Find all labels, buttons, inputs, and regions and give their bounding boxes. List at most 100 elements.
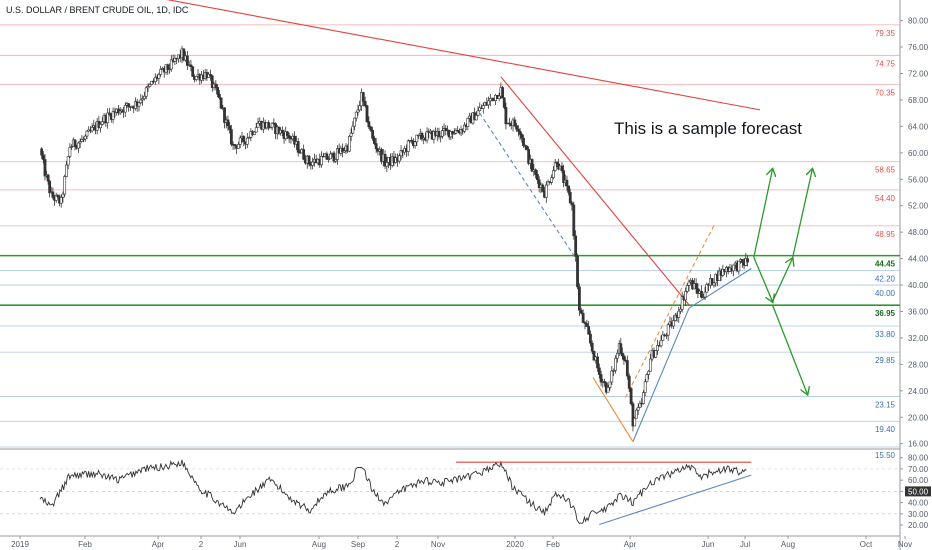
time-tick-label: Apr	[152, 540, 165, 549]
candle-body	[348, 136, 351, 152]
candle-body	[684, 291, 687, 301]
candle-body	[51, 191, 55, 198]
level-label: 54.40	[875, 194, 896, 203]
rsi-trendline	[599, 474, 752, 525]
candle-body	[413, 141, 417, 146]
forecast-arrow	[791, 169, 812, 259]
candle-body	[332, 152, 336, 162]
candle-body	[63, 176, 67, 195]
candle-body	[687, 281, 691, 286]
candle-body	[481, 105, 485, 109]
candle-body	[385, 162, 389, 167]
candle-body	[194, 76, 198, 80]
candle-body	[603, 381, 606, 384]
candle-body	[106, 112, 110, 124]
candle-body	[334, 159, 338, 162]
price-tick-label: 56.00	[908, 175, 929, 184]
candle-body	[56, 194, 60, 198]
rsi-tick-label: 70.00	[908, 465, 929, 474]
candle-body	[242, 136, 246, 143]
candle-body	[615, 352, 619, 359]
price-tick-label: 16.00	[908, 440, 929, 449]
candle-body	[537, 179, 541, 188]
candle-body	[560, 165, 564, 171]
time-tick-label: 2019	[11, 540, 29, 549]
candle-body	[619, 343, 623, 354]
forecast-annotation: This is a sample forecast	[614, 119, 802, 138]
candle-body	[502, 97, 506, 108]
level-label: 33.80	[875, 330, 896, 339]
trendline	[166, 0, 761, 111]
candle-body	[397, 155, 401, 162]
time-tick-label: Nov	[431, 540, 445, 549]
candle-body	[705, 284, 709, 293]
candle-body	[302, 149, 306, 160]
candle-body	[141, 98, 145, 101]
level-label: 40.00	[875, 289, 896, 298]
price-tick-label: 24.00	[908, 387, 929, 396]
candle-body	[415, 134, 419, 143]
candle-body	[661, 334, 665, 341]
candle-body	[721, 268, 725, 276]
trendline	[592, 377, 634, 443]
candle-body	[228, 125, 232, 130]
candle-body	[245, 137, 249, 145]
candle-body	[137, 102, 141, 107]
rsi-tick-label: 40.00	[908, 499, 929, 508]
candle-body	[677, 310, 681, 318]
candle-body	[417, 134, 420, 137]
candle-body	[139, 99, 143, 104]
candle-body	[371, 129, 375, 139]
candle-body	[214, 83, 218, 88]
time-tick-label: Feb	[78, 540, 92, 549]
candle-body	[694, 283, 698, 289]
candle-body	[567, 185, 570, 193]
candle-body	[168, 68, 171, 71]
time-tick-label: Feb	[546, 540, 560, 549]
candle-body	[237, 144, 240, 149]
price-tick-label: 60.00	[908, 149, 929, 158]
candle-body	[456, 130, 460, 132]
candle-body	[530, 159, 534, 172]
level-label: 42.20	[875, 274, 896, 283]
candle-body	[351, 125, 355, 134]
candle-body	[406, 140, 410, 152]
candle-body	[280, 129, 284, 134]
trendlines	[166, 0, 761, 443]
candle-body	[701, 296, 705, 299]
candle-body	[153, 76, 157, 82]
rsi-tick-label: 30.00	[908, 510, 929, 519]
candle-body	[85, 130, 89, 137]
candle-body	[515, 125, 518, 130]
candle-body	[159, 69, 163, 75]
rsi-tick-label: 50.00	[908, 487, 929, 496]
candle-body	[487, 100, 490, 106]
trendline	[688, 268, 752, 309]
candle-body	[583, 322, 587, 324]
candle-body	[501, 87, 504, 99]
candle-body	[550, 177, 554, 183]
price-tick-label: 20.00	[908, 413, 929, 422]
candle-body	[217, 93, 221, 99]
time-tick-label: 2	[199, 540, 204, 549]
candle-body	[118, 110, 122, 114]
candle-body	[476, 110, 480, 116]
candle-body	[320, 155, 323, 166]
candle-body	[612, 370, 616, 372]
candle-body	[565, 179, 569, 187]
candle-body	[534, 169, 538, 175]
candle-body	[269, 126, 272, 129]
candle-body	[342, 150, 346, 153]
candle-body	[358, 105, 362, 111]
price-tick-label: 32.00	[908, 334, 929, 343]
candle-body	[614, 357, 617, 371]
price-axis: 80.00 76.00 72.00 68.00 64.00 60.00 56.00 52.00…	[900, 17, 931, 530]
candle-body	[737, 260, 741, 272]
candle-body	[579, 309, 583, 314]
candle-body	[497, 95, 501, 99]
candle-body	[169, 59, 173, 70]
candle-body	[504, 107, 508, 125]
candle-body	[270, 122, 274, 128]
candle-body	[597, 367, 601, 375]
candle-body	[99, 123, 102, 129]
